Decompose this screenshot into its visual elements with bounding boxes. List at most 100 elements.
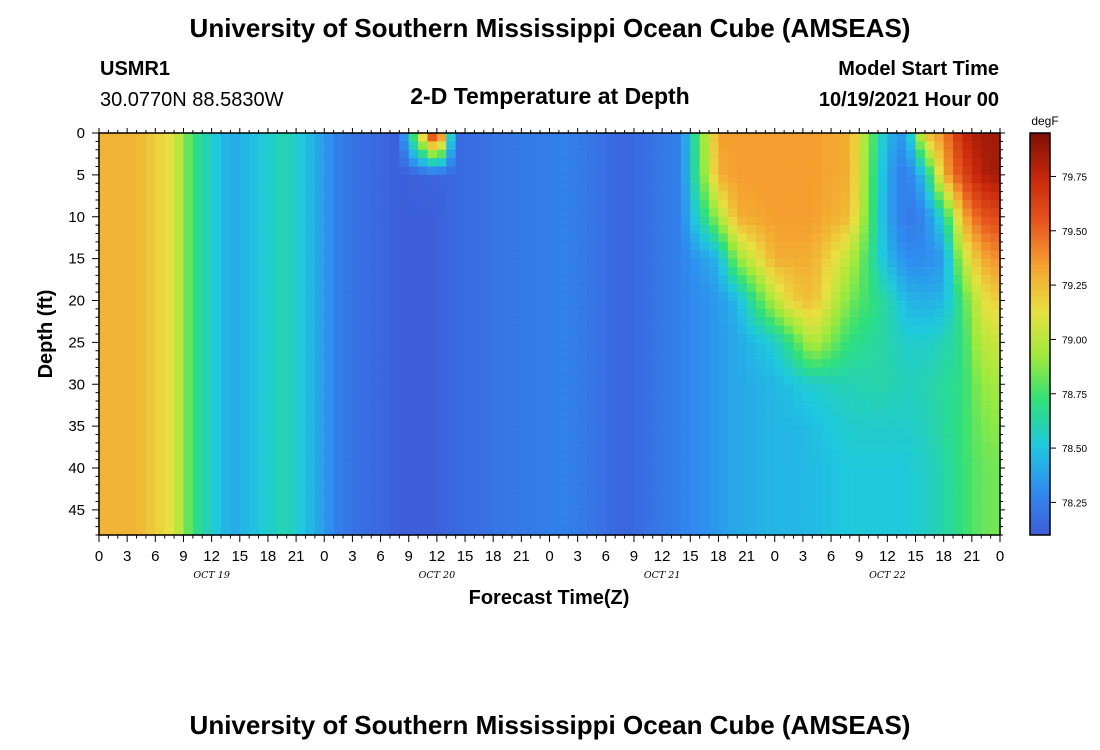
heatmap-cell	[906, 308, 917, 318]
heatmap-cell	[502, 183, 513, 193]
heatmap-cell	[314, 250, 325, 260]
heatmap-cell	[371, 258, 382, 268]
heatmap-cell	[765, 308, 776, 318]
heatmap-cell	[455, 158, 466, 168]
heatmap-cell	[812, 225, 823, 235]
heatmap-cell	[380, 300, 391, 310]
heatmap-cell	[136, 509, 147, 519]
heatmap-cell	[765, 225, 776, 235]
heatmap-cell	[990, 241, 1001, 251]
heatmap-cell	[267, 451, 278, 461]
heatmap-cell	[680, 409, 691, 419]
heatmap-cell	[389, 241, 400, 251]
heatmap-cell	[868, 225, 879, 235]
heatmap-cell	[896, 133, 907, 142]
heatmap-cell	[549, 509, 560, 519]
heatmap-cell	[652, 325, 663, 335]
heatmap-cell	[258, 350, 269, 360]
heatmap-cell	[943, 417, 954, 427]
heatmap-cell	[267, 267, 278, 276]
heatmap-cell	[127, 216, 138, 226]
heatmap-cell	[765, 401, 776, 410]
heatmap-cell	[990, 292, 1001, 302]
heatmap-cell	[108, 208, 119, 218]
heatmap-cell	[399, 158, 410, 168]
heatmap-cell	[924, 451, 935, 461]
heatmap-cell	[418, 267, 429, 276]
heatmap-cell	[877, 183, 888, 193]
heatmap-cell	[127, 476, 138, 486]
heatmap-cell	[615, 350, 626, 360]
heatmap-cell	[699, 426, 710, 436]
heatmap-cell	[127, 468, 138, 477]
heatmap-cell	[906, 292, 917, 302]
heatmap-cell	[333, 384, 344, 394]
heatmap-cell	[840, 250, 851, 260]
heatmap-cell	[755, 484, 766, 494]
heatmap-cell	[596, 191, 607, 201]
heatmap-cell	[202, 350, 213, 360]
heatmap-cell	[108, 258, 119, 268]
heatmap-cell	[831, 501, 842, 511]
heatmap-cell	[502, 367, 513, 377]
heatmap-cell	[784, 325, 795, 335]
heatmap-cell	[502, 459, 513, 469]
heatmap-cell	[831, 208, 842, 218]
heatmap-cell	[314, 384, 325, 394]
heatmap-cell	[192, 367, 203, 377]
heatmap-cell	[380, 308, 391, 318]
heatmap-cell	[286, 350, 297, 360]
heatmap-cell	[108, 174, 119, 184]
heatmap-cell	[577, 509, 588, 519]
heatmap-cell	[915, 401, 926, 410]
colorbar-tick-label: 78.75	[1062, 390, 1087, 401]
heatmap-cell	[699, 518, 710, 528]
heatmap-cell	[981, 459, 992, 469]
heatmap-cell	[953, 334, 964, 343]
heatmap-cell	[465, 325, 476, 335]
heatmap-cell	[568, 225, 579, 235]
heatmap-cell	[718, 375, 729, 385]
heatmap-cell	[793, 401, 804, 410]
heatmap-cell	[981, 501, 992, 511]
heatmap-cell	[709, 300, 720, 310]
heatmap-cell	[324, 191, 335, 201]
heatmap-cell	[784, 225, 795, 235]
x-tick-label: 21	[513, 548, 530, 565]
heatmap-cell	[868, 216, 879, 226]
heatmap-cell	[915, 317, 926, 327]
heatmap-cell	[145, 459, 156, 469]
heatmap-cell	[305, 367, 316, 377]
heatmap-cell	[108, 359, 119, 369]
heatmap-cell	[511, 325, 522, 335]
heatmap-cell	[887, 401, 898, 410]
heatmap-cell	[962, 149, 973, 159]
heatmap-cell	[962, 208, 973, 218]
heatmap-cell	[924, 334, 935, 343]
heatmap-cell	[605, 350, 616, 360]
heatmap-cell	[549, 133, 560, 142]
heatmap-cell	[230, 493, 241, 503]
heatmap-cell	[849, 158, 860, 168]
heatmap-cell	[718, 183, 729, 193]
heatmap-cell	[192, 166, 203, 176]
heatmap-cell	[483, 191, 494, 201]
heatmap-cell	[399, 325, 410, 335]
heatmap-cell	[343, 401, 354, 410]
heatmap-cell	[474, 308, 485, 318]
heatmap-cell	[962, 342, 973, 352]
heatmap-cell	[474, 241, 485, 251]
heatmap-cell	[859, 417, 870, 427]
heatmap-cell	[596, 459, 607, 469]
heatmap-cell	[859, 141, 870, 151]
heatmap-cell	[277, 401, 288, 410]
heatmap-cell	[596, 292, 607, 302]
heatmap-cell	[174, 183, 185, 193]
heatmap-cell	[446, 267, 457, 276]
heatmap-cell	[296, 417, 307, 427]
heatmap-cell	[971, 300, 982, 310]
heatmap-cell	[915, 367, 926, 377]
heatmap-cell	[896, 308, 907, 318]
heatmap-cell	[202, 141, 213, 151]
heatmap-cell	[183, 216, 194, 226]
